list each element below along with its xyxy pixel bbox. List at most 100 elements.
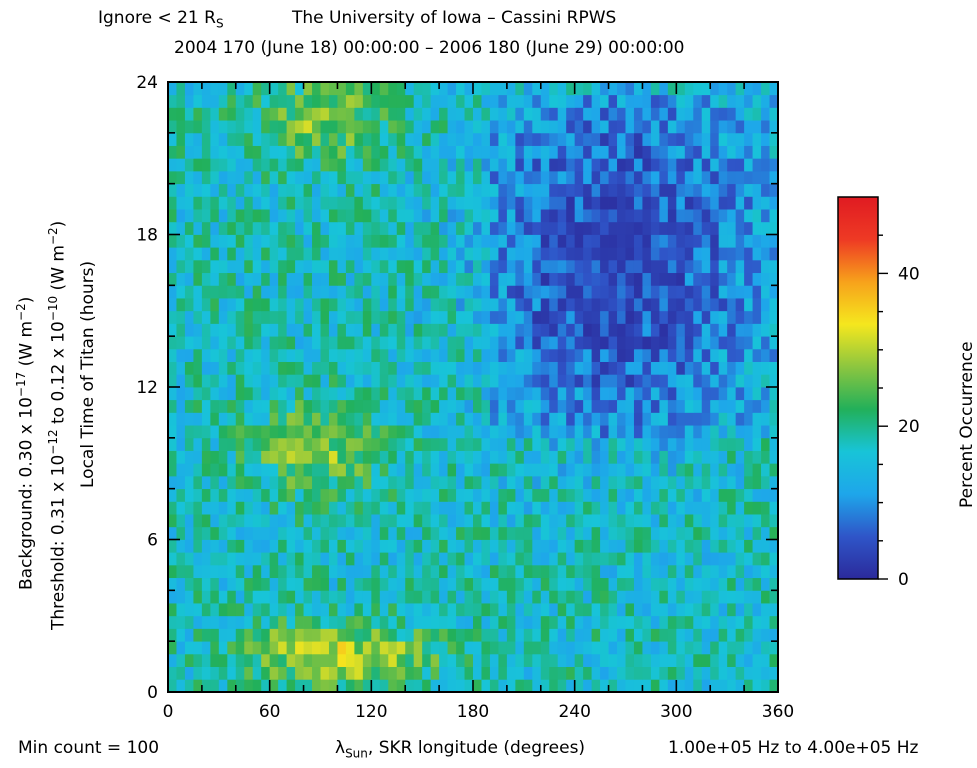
heatmap-cell (227, 564, 237, 579)
heatmap-cell (566, 450, 576, 464)
heatmap-cell (473, 628, 482, 642)
heatmap-cell (193, 463, 203, 477)
heatmap-cell (439, 348, 448, 362)
heatmap-cell (303, 475, 313, 490)
heatmap-cell (650, 603, 660, 617)
heatmap-cell (464, 221, 474, 235)
heatmap-cell (184, 82, 194, 96)
heatmap-cell (540, 603, 550, 617)
heatmap-cell (489, 463, 499, 477)
heatmap-cell (761, 94, 770, 108)
heatmap-cell (184, 272, 194, 286)
heatmap-cell (354, 437, 364, 451)
heatmap-cell (278, 170, 288, 185)
heatmap-cell (600, 514, 609, 528)
heatmap-cell (337, 577, 347, 591)
heatmap-cell (464, 209, 474, 223)
heatmap-cell (625, 488, 635, 502)
heatmap-cell (735, 412, 745, 426)
heatmap-cell (489, 628, 499, 642)
heatmap-cell (659, 463, 669, 477)
heatmap-cell (439, 590, 448, 604)
heatmap-cell (473, 488, 482, 502)
heatmap-cell (659, 374, 669, 388)
heatmap-cell (413, 577, 423, 591)
heatmap-cell (396, 387, 406, 401)
heatmap-cell (312, 361, 321, 375)
heatmap-cell (566, 653, 576, 667)
heatmap-cell (235, 437, 245, 451)
heatmap-cell (328, 361, 338, 375)
heatmap-cell (337, 336, 347, 350)
heatmap-cell (481, 323, 491, 337)
heatmap-cell (244, 463, 254, 477)
heatmap-cell (659, 259, 669, 274)
heatmap-cell (735, 234, 745, 248)
heatmap-cell (176, 564, 186, 579)
heatmap-cell (744, 526, 753, 540)
heatmap-cell (727, 590, 737, 604)
heatmap-cell (430, 514, 440, 528)
heatmap-cell (235, 488, 245, 502)
heatmap-cell (176, 615, 186, 629)
heatmap-cell (752, 323, 762, 337)
heatmap-cell (617, 615, 626, 629)
heatmap-cell (413, 374, 423, 388)
heatmap-cell (744, 348, 753, 362)
heatmap-cell (210, 234, 220, 248)
heatmap-cell (312, 577, 321, 591)
heatmap-cell (667, 399, 677, 413)
heatmap-cell (684, 94, 694, 108)
heatmap-cell (303, 209, 313, 223)
heatmap-cell (396, 666, 406, 680)
heatmap-cell (727, 336, 737, 350)
heatmap-cell (430, 183, 440, 197)
heatmap-cell (405, 666, 415, 680)
heatmap-cell (515, 234, 525, 248)
heatmap-cell (345, 590, 355, 604)
heatmap-cell (633, 272, 643, 286)
heatmap-cell (684, 374, 694, 388)
heatmap-cell (498, 666, 508, 680)
heatmap-cell (328, 132, 338, 146)
heatmap-cell (269, 514, 279, 528)
heatmap-cell (735, 450, 745, 464)
heatmap-cell (430, 425, 440, 439)
heatmap-cell (617, 170, 626, 185)
heatmap-cell (354, 450, 364, 464)
heatmap-cell (625, 679, 635, 693)
heatmap-cell (371, 615, 381, 629)
heatmap-cell (481, 539, 491, 553)
heatmap-cell (227, 514, 237, 528)
heatmap-cell (617, 107, 626, 121)
heatmap-cell (769, 666, 779, 680)
heatmap-cell (693, 158, 703, 172)
heatmap-cell (371, 183, 381, 197)
heatmap-cell (650, 310, 660, 324)
heatmap-cell (320, 272, 330, 286)
heatmap-cell (718, 323, 728, 337)
heatmap-cell (684, 145, 694, 159)
heatmap-cell (650, 526, 660, 540)
heatmap-cell (591, 336, 601, 350)
heatmap-cell (583, 679, 593, 693)
heatmap-cell (286, 641, 296, 655)
heatmap-cell (481, 641, 491, 655)
heatmap-cell (218, 94, 228, 108)
heatmap-cell (481, 221, 491, 235)
heatmap-cell (591, 666, 601, 680)
heatmap-cell (354, 564, 364, 579)
heatmap-cell (710, 82, 720, 96)
heatmap-cell (735, 628, 745, 642)
heatmap-cell (176, 348, 186, 362)
heatmap-cell (718, 387, 728, 401)
heatmap-cell (591, 590, 601, 604)
heatmap-cell (752, 348, 762, 362)
heatmap-cell (286, 323, 296, 337)
heatmap-cell (557, 183, 567, 197)
heatmap-cell (574, 323, 584, 337)
heatmap-cell (566, 183, 576, 197)
heatmap-cell (447, 463, 457, 477)
heatmap-cell (650, 107, 660, 121)
heatmap-cell (727, 603, 737, 617)
